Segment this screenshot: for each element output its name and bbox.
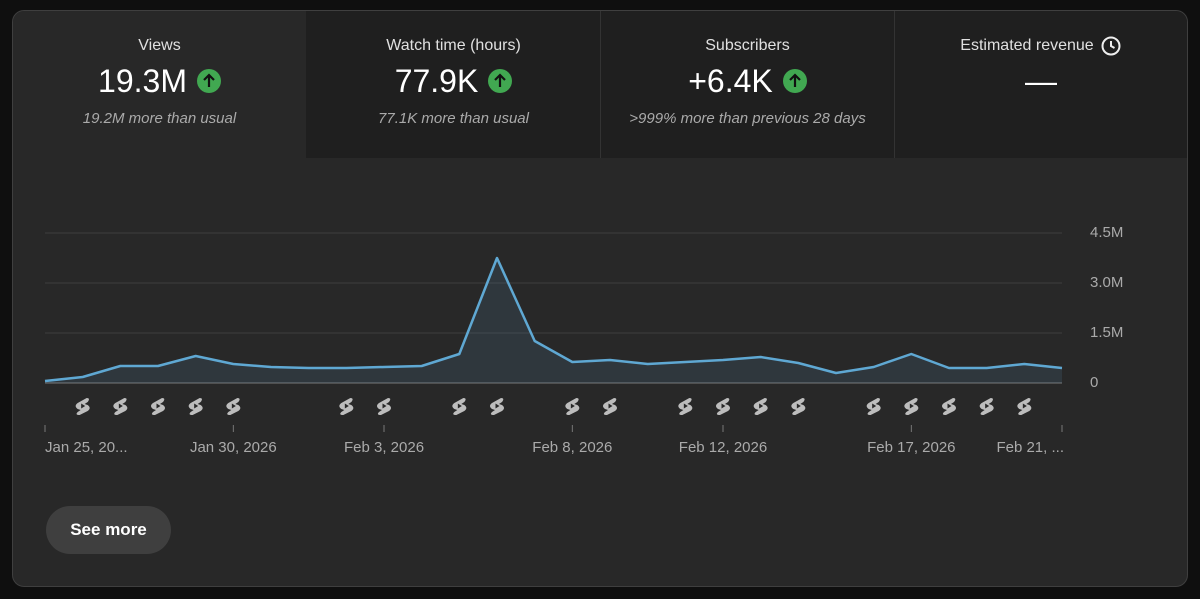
shorts-marker [866, 398, 881, 415]
up-icon [196, 69, 221, 93]
x-tick-label: Feb 3, 2026 [344, 439, 424, 456]
card-value: — [1025, 62, 1057, 99]
metric-card[interactable]: Views 19.3M 19.2M more than usual [13, 11, 307, 158]
shorts-play [570, 403, 575, 409]
shorts-play [231, 403, 236, 409]
card-value: 77.9K [394, 62, 479, 99]
shorts-play [872, 403, 877, 409]
shorts-marker [603, 398, 617, 415]
shorts-marker [377, 398, 391, 415]
shorts-marker [716, 398, 730, 415]
shorts-play [909, 403, 914, 409]
y-tick-label: 1.5M [1090, 324, 1123, 341]
see-more-button[interactable]: See more [46, 506, 171, 554]
shorts-play [1022, 403, 1027, 409]
shorts-play [81, 403, 86, 409]
shorts-play [759, 403, 764, 409]
shorts-marker [188, 398, 203, 415]
shorts-play [796, 403, 801, 409]
card-value: +6.4K [688, 62, 773, 99]
x-tick-label: Feb 12, 2026 [679, 439, 767, 456]
shorts-marker [452, 398, 467, 415]
shorts-play [382, 403, 387, 409]
card-note: 19.2M more than usual [82, 110, 237, 127]
up-icon [488, 69, 513, 93]
shorts-marker [678, 398, 693, 415]
x-tick-label: Feb 21, ... [996, 439, 1064, 456]
card-note: >999% more than previous 28 days [629, 110, 866, 127]
shorts-marker [791, 398, 806, 415]
shorts-play [118, 403, 123, 409]
card-title: Estimated revenue [960, 37, 1094, 54]
y-tick-label: 0 [1090, 374, 1098, 391]
metric-card[interactable]: Subscribers +6.4K >999% more than previo… [601, 11, 895, 158]
shorts-play [947, 403, 952, 409]
y-tick-label: 4.5M [1090, 224, 1123, 241]
shorts-marker [1017, 398, 1032, 415]
shorts-play [457, 403, 462, 409]
shorts-play [683, 403, 688, 409]
shorts-play [985, 403, 990, 409]
shorts-marker [979, 398, 994, 415]
shorts-marker [113, 398, 128, 415]
x-tick-label: Feb 17, 2026 [867, 439, 955, 456]
shorts-play [495, 403, 500, 409]
card-title: Subscribers [705, 37, 790, 54]
card-title: Watch time (hours) [386, 37, 521, 54]
shorts-marker [565, 398, 580, 415]
area [45, 258, 1062, 383]
shorts-play [156, 403, 161, 409]
shorts-play [721, 403, 726, 409]
shorts-marker [151, 398, 165, 415]
shorts-marker [490, 398, 504, 415]
x-tick-label: Jan 25, 20... [45, 439, 128, 456]
card-note: 77.1K more than usual [378, 110, 529, 127]
shorts-play [194, 403, 199, 409]
up-icon [782, 69, 807, 93]
line [44, 256, 1063, 383]
shorts-play [344, 403, 349, 409]
shorts-marker [942, 398, 956, 415]
x-tick-label: Jan 30, 2026 [190, 439, 277, 456]
shorts-marker [75, 398, 90, 415]
shorts-marker [226, 398, 241, 415]
shorts-marker [339, 398, 354, 415]
x-tick-label: Feb 8, 2026 [532, 439, 612, 456]
metric-card[interactable]: Watch time (hours) 77.9K 77.1K more than… [307, 11, 601, 158]
metric-card[interactable]: Estimated revenue — [895, 11, 1187, 158]
y-tick-label: 3.0M [1090, 274, 1123, 291]
card-title: Views [138, 37, 181, 54]
shorts-play [608, 403, 613, 409]
analytics-panel: Views 19.3M 19.2M more than usual Watch … [12, 10, 1188, 587]
shorts-marker [753, 398, 768, 415]
shorts-marker [904, 398, 919, 415]
clock-icon [1101, 36, 1121, 56]
card-value: 19.3M [98, 62, 187, 99]
